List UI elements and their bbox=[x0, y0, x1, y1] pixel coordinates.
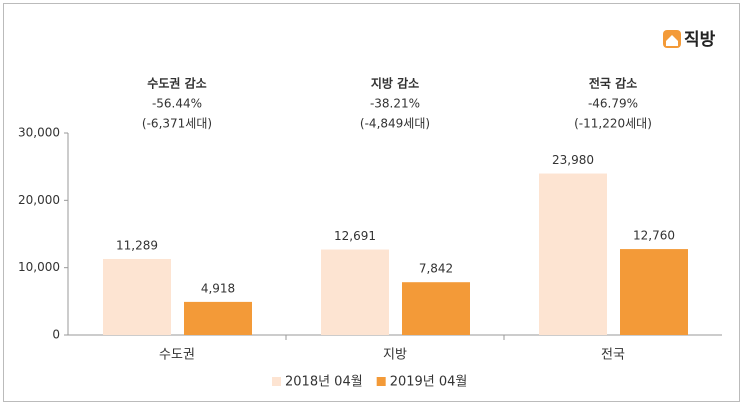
legend-swatch bbox=[376, 377, 386, 386]
value-label: 4,918 bbox=[201, 281, 235, 295]
value-label: 7,842 bbox=[419, 262, 453, 276]
x-tick-label: 수도권 bbox=[159, 348, 195, 363]
annotation-title: 지방 감소 bbox=[371, 76, 419, 91]
y-tick-label: 10,000 bbox=[18, 260, 60, 274]
logo-house bbox=[666, 35, 678, 46]
bar bbox=[620, 249, 688, 335]
annotation-count: (-6,371세대) bbox=[142, 117, 212, 131]
x-tick-label: 지방 bbox=[383, 348, 407, 363]
bar bbox=[103, 258, 171, 335]
value-label: 11,289 bbox=[116, 238, 158, 252]
value-label: 23,980 bbox=[552, 153, 594, 167]
value-label: 12,691 bbox=[334, 229, 376, 243]
legend-label: 2018년 04월 bbox=[285, 375, 363, 390]
annotation-change: -56.44% bbox=[152, 97, 202, 111]
y-tick-label: 30,000 bbox=[18, 126, 60, 140]
annotation-change: -46.79% bbox=[588, 97, 638, 111]
legend-swatch bbox=[272, 377, 281, 386]
bar bbox=[184, 301, 252, 335]
bar bbox=[402, 282, 470, 335]
annotation-change: -38.21% bbox=[370, 97, 420, 111]
bar bbox=[321, 249, 389, 335]
x-tick-label: 전국 bbox=[601, 348, 625, 363]
value-label: 12,760 bbox=[633, 229, 675, 243]
y-tick-label: 20,000 bbox=[18, 193, 60, 207]
bar bbox=[539, 173, 607, 335]
frame bbox=[3, 3, 740, 402]
legend-label: 2019년 04월 bbox=[390, 375, 468, 390]
annotation-title: 수도권 감소 bbox=[147, 76, 206, 91]
annotation-count: (-4,849세대) bbox=[360, 117, 430, 131]
annotation-title: 전국 감소 bbox=[589, 76, 637, 91]
logo: 직방 bbox=[684, 30, 716, 50]
y-tick-label: 0 bbox=[52, 328, 60, 342]
annotation-count: (-11,220세대) bbox=[574, 117, 652, 131]
